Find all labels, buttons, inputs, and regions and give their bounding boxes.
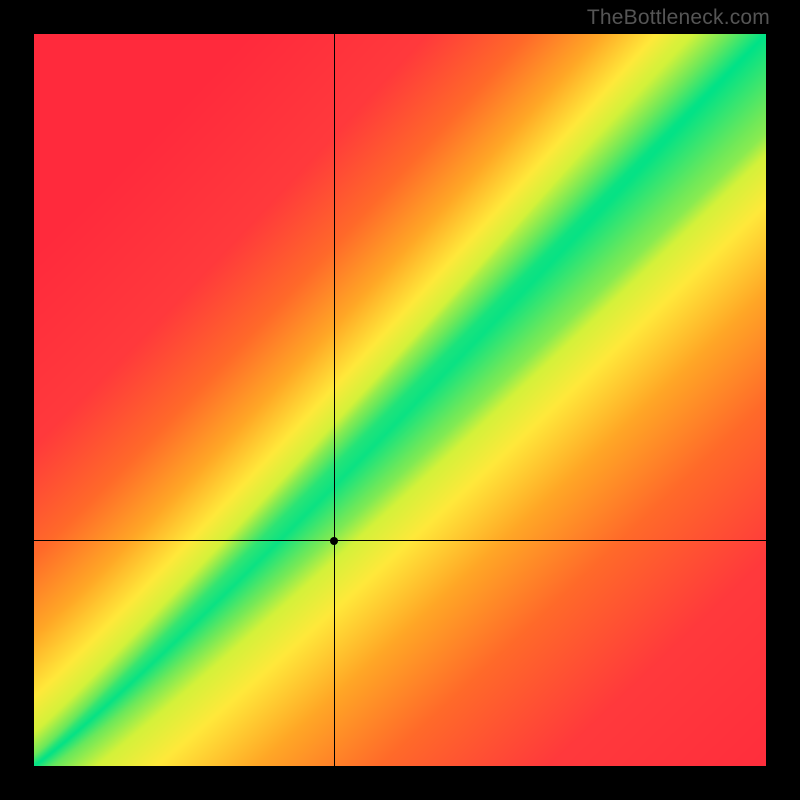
- watermark-text: TheBottleneck.com: [587, 6, 770, 30]
- frame-border-right: [766, 0, 800, 800]
- crosshair-horizontal: [34, 540, 766, 541]
- frame-border-bottom: [0, 766, 800, 800]
- frame-border-left: [0, 0, 34, 800]
- crosshair-vertical: [334, 34, 335, 766]
- heatmap-canvas: [34, 34, 766, 766]
- crosshair-marker: [330, 537, 338, 545]
- heatmap-plot: [34, 34, 766, 766]
